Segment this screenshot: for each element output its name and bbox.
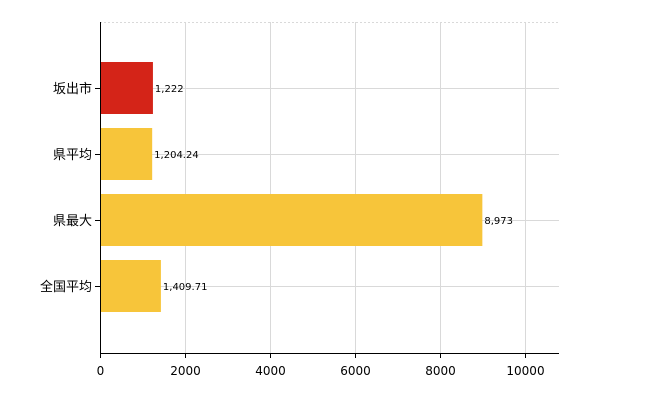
x-tick-label: 10000 <box>506 364 544 378</box>
x-tick-label: 6000 <box>340 364 371 378</box>
x-tick-label: 0 <box>97 364 105 378</box>
bar <box>101 194 483 246</box>
grid <box>100 22 559 353</box>
labels: 0 2000 4000 6000 8000 10000 坂出市 1,222 県平均 1,204.2… <box>40 81 545 378</box>
category-label: 県最大 <box>53 214 92 229</box>
x-tick-label: 4000 <box>255 364 286 378</box>
axes <box>95 22 559 358</box>
data-label: 1,222 <box>155 84 184 95</box>
category-label: 坂出市 <box>53 81 92 97</box>
bar <box>101 62 153 114</box>
data-label: 1,204.24 <box>154 150 199 161</box>
data-label: 1,409.71 <box>163 282 208 293</box>
x-tick-label: 8000 <box>425 364 456 378</box>
category-label: 県平均 <box>53 148 92 163</box>
bar <box>101 260 161 312</box>
data-label: 8,973 <box>484 216 513 227</box>
bars <box>101 62 483 312</box>
category-label: 全国平均 <box>40 279 92 295</box>
bar <box>101 128 153 180</box>
x-tick-label: 2000 <box>170 364 201 378</box>
